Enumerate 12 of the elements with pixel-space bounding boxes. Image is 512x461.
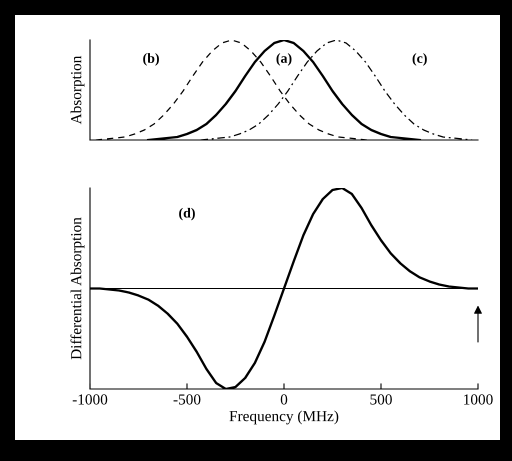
- x-tick-label: 500: [370, 394, 392, 405]
- text: (c): [412, 53, 427, 66]
- y-axis-title: Differential Absorption: [70, 217, 84, 360]
- x-tick-label: 0: [280, 394, 288, 405]
- x-tick-label: -500: [174, 394, 200, 405]
- x-tick-label: -1000: [72, 394, 108, 405]
- annotation: (d): [179, 208, 195, 220]
- x-axis-title: Frequency (MHz): [230, 410, 338, 424]
- text: (b): [143, 53, 159, 66]
- y-axis-title: Absorption: [70, 56, 84, 124]
- series-label: (a): [276, 53, 292, 66]
- x-tick-label: 1000: [464, 394, 493, 405]
